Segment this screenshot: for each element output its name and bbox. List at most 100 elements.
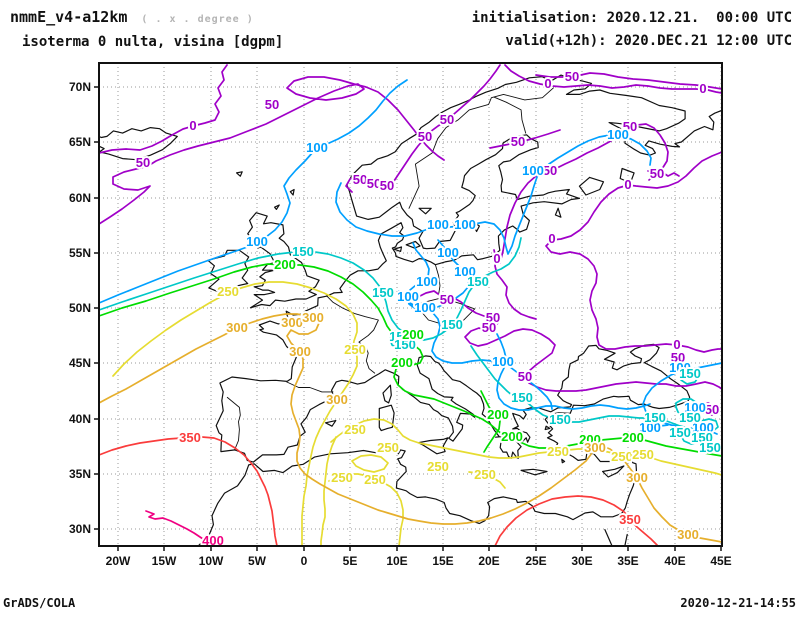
contour-line-50 [345,64,501,193]
contour-label-100: 100 [492,354,514,369]
contour-label-100: 100 [454,217,476,232]
contour-line-200 [480,390,501,453]
contour-label-50: 50 [623,119,637,134]
y-tick-label: 45N [69,356,91,370]
contour-label-150: 150 [389,329,411,344]
contour-label-100: 100 [427,217,449,232]
contour-label-0: 0 [699,81,706,96]
axis-labels: 20W 15W 10W 5W 0 5E 10E 15E 20E 25E 30E 35E 40E 45E 70… [69,80,732,568]
contour-label-100: 100 [607,127,629,142]
contour-label-100: 100 [306,140,328,155]
contour-label-250: 250 [611,449,633,464]
contour-label-50: 50 [265,97,279,112]
x-tick-label: 20W [106,554,131,568]
y-tick-label: 60N [69,191,91,205]
contour-label-50: 50 [367,176,381,191]
model-title: nmmE_v4-a12km [10,8,128,26]
contour-label-300: 300 [281,315,303,330]
contour-label-100: 100 [414,300,436,315]
contour-label-200: 200 [487,407,509,422]
contour-label-200: 200 [391,355,413,370]
contour-label-100: 100 [416,274,438,289]
contour-line-50 [535,72,722,90]
contour-line-0 [99,64,228,154]
contour-label-300: 300 [226,320,248,335]
contour-label-50: 50 [482,320,496,335]
x-tick-label: 25E [525,554,546,568]
x-tick-label: 20E [478,554,499,568]
contour-line-300 [99,313,722,543]
contour-label-150: 150 [394,337,416,352]
contour-label-200: 200 [501,429,523,444]
contour-line-400 [145,510,225,546]
contour-line-0 [504,64,722,94]
contour-line-250 [351,454,389,473]
contour-label-100: 100 [246,234,268,249]
contour-label-300: 300 [584,440,606,455]
header-left: nmmE_v4-a12km ( . x . degree ) isoterma 0… [10,6,283,53]
contour-line-0 [493,249,537,320]
contour-label-300: 300 [677,527,699,542]
contour-label-0: 0 [624,177,631,192]
contour-line-50 [417,290,722,392]
contour-label-400: 400 [202,533,224,548]
contour-line-200 [99,263,722,457]
contour-line-100 [496,333,651,411]
contour-line-150 [470,345,718,452]
contour-line-50 [499,123,669,264]
grid-note: ( . x . degree ) [141,14,254,25]
contour-label-350: 350 [619,512,641,527]
contour-line-250 [328,473,404,546]
contour-label-250: 250 [344,422,366,437]
contour-label-0: 0 [544,76,551,91]
grads-credit: GrADS/COLA [3,596,76,610]
contour-line-50 [647,170,680,177]
contour-label-150: 150 [644,410,666,425]
x-tick-label: 5E [343,554,358,568]
contour-line-150 [675,398,701,419]
contour-label-300: 300 [289,344,311,359]
y-tick-label: 55N [69,246,91,260]
contour-label-50: 50 [565,69,579,84]
y-tick-label: 70N [69,80,91,94]
contour-label-200: 200 [622,430,644,445]
contour-line-100 [639,424,669,432]
contour-label-100: 100 [684,400,706,415]
contour-label-250: 250 [474,467,496,482]
contour-line-50 [99,76,445,225]
x-tick-label: 40E [664,554,685,568]
contour-line-100 [398,290,553,410]
contour-label-50: 50 [440,292,454,307]
map-frame [98,62,723,547]
contour-label-150: 150 [679,410,701,425]
contour-label-100: 100 [454,264,476,279]
contour-label-0: 0 [189,118,196,133]
contour-label-50: 50 [380,178,394,193]
contour-line-100 [335,134,652,255]
x-tick-label: 15W [152,554,177,568]
contour-label-150: 150 [511,390,533,405]
contour-label-200: 200 [402,327,424,342]
contour-label-250: 250 [377,440,399,455]
contour-label-150: 150 [441,317,463,332]
contour-label-150: 150 [691,430,713,445]
contour-label-150: 150 [699,440,721,455]
y-tick-label: 50N [69,301,91,315]
contour-label-50: 50 [511,134,525,149]
y-tick-label: 35N [69,467,91,481]
contour-label-250: 250 [217,284,239,299]
contour-line-350 [99,436,278,546]
contour-label-250: 250 [632,447,654,462]
x-tick-label: 10W [199,554,224,568]
contour-line-150 [99,237,522,341]
contour-label-100: 100 [692,420,714,435]
x-tick-label: 45E [710,554,731,568]
x-tick-label: 5W [248,554,267,568]
x-tick-label: 15E [432,554,453,568]
contour-lines [99,64,722,546]
contour-label-0: 0 [548,231,555,246]
contour-label-100: 100 [639,420,661,435]
contour-line-150 [389,330,410,349]
